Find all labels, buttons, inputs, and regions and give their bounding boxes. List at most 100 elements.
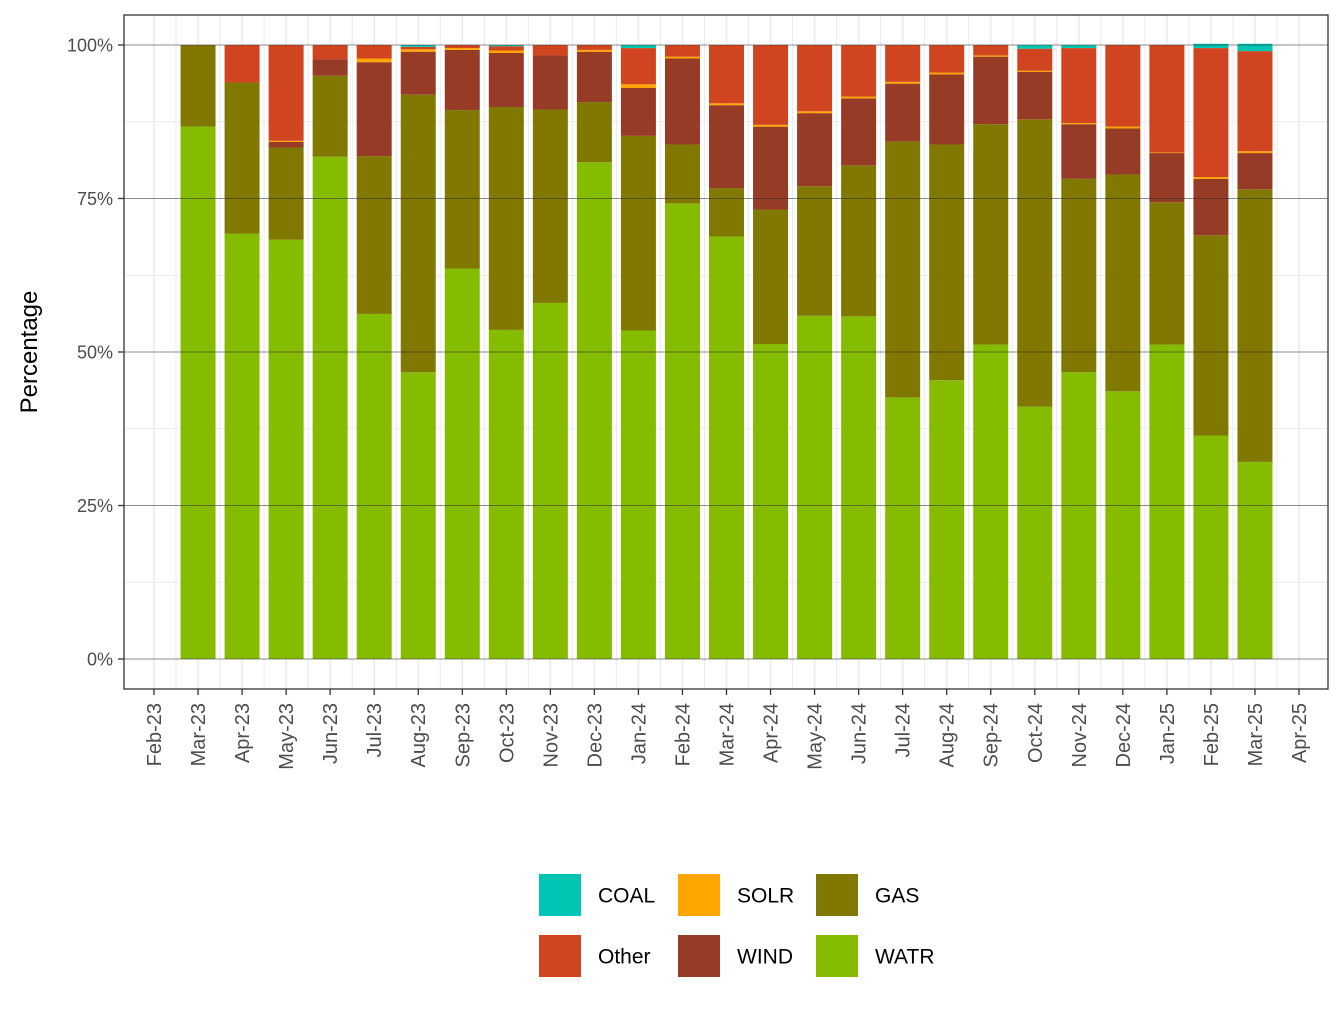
bar-segment-other-may-24 <box>797 45 833 112</box>
bar-segment-gas-jul-23 <box>356 156 392 314</box>
bar-segment-wind-mar-25 <box>1237 153 1273 190</box>
bar-segment-gas-mar-23 <box>180 45 216 127</box>
bar-segment-gas-apr-23 <box>224 82 260 234</box>
x-tick-label: Mar-24 <box>717 703 739 766</box>
bar-segment-other-mar-24 <box>709 45 744 104</box>
bar-segment-wind-nov-24 <box>1061 124 1097 179</box>
legend-label-solr: SOLR <box>737 885 794 908</box>
bar-segment-gas-aug-23 <box>400 94 436 373</box>
bar-segment-gas-may-23 <box>268 147 304 240</box>
bar-segment-watr-nov-23 <box>532 302 568 659</box>
x-tick-label: Nov-24 <box>1069 703 1091 767</box>
bar-segment-watr-may-24 <box>797 315 833 659</box>
bar-segment-gas-sep-23 <box>444 110 480 269</box>
bar-segment-watr-dec-24 <box>1105 391 1141 659</box>
bar-segment-other-sep-23 <box>444 45 480 49</box>
bar-segment-solr-aug-24 <box>929 72 965 75</box>
x-tick-label: Apr-23 <box>232 703 254 763</box>
bar-segment-watr-apr-24 <box>753 344 789 659</box>
bar-segment-solr-feb-25 <box>1193 177 1229 179</box>
bar-segment-solr-oct-23 <box>488 50 524 53</box>
bar-segment-gas-dec-24 <box>1105 174 1141 392</box>
x-tick-label: Jan-24 <box>628 703 650 764</box>
legend-key-wind <box>678 935 720 977</box>
x-tick-label: Nov-23 <box>540 703 562 767</box>
x-tick-label: Jun-23 <box>320 703 342 764</box>
bar-segment-watr-feb-25 <box>1193 435 1229 659</box>
bar-segment-solr-may-24 <box>797 111 833 114</box>
bar-segment-watr-nov-24 <box>1061 372 1097 659</box>
x-tick-label: Feb-25 <box>1201 703 1223 766</box>
bar-segment-watr-mar-25 <box>1237 461 1273 659</box>
legend-key-other <box>539 935 581 977</box>
bar-segment-wind-jun-24 <box>841 98 877 166</box>
y-tick-label: 25% <box>77 496 113 516</box>
bar-segment-watr-sep-23 <box>444 268 480 659</box>
bar-segment-watr-apr-23 <box>224 233 260 660</box>
bar-segment-wind-nov-23 <box>532 55 568 110</box>
bar-segment-gas-aug-24 <box>929 144 965 381</box>
x-tick-label: Dec-24 <box>1113 703 1135 767</box>
bar-segment-wind-may-24 <box>797 113 833 187</box>
bar-segment-solr-mar-25 <box>1237 151 1273 154</box>
x-tick-label: Apr-25 <box>1289 703 1311 763</box>
bar-segment-watr-jul-23 <box>356 313 392 659</box>
bar-segment-solr-oct-24 <box>1017 70 1053 73</box>
bar-segment-other-feb-25 <box>1193 48 1229 178</box>
bar-segment-other-mar-25 <box>1237 51 1273 152</box>
y-tick-label: 100% <box>67 36 113 56</box>
bar-segment-solr-aug-23 <box>400 49 436 52</box>
bar-segment-gas-mar-24 <box>709 188 744 237</box>
bar-segment-solr-jan-25 <box>1149 152 1185 154</box>
y-tick-label: 50% <box>77 343 113 363</box>
bar-segment-gas-feb-25 <box>1193 235 1229 436</box>
x-tick-label: Mar-23 <box>188 703 210 766</box>
bar-segment-wind-aug-23 <box>400 51 436 95</box>
bar-segment-wind-oct-24 <box>1017 72 1053 120</box>
bar-segment-wind-sep-23 <box>444 49 480 111</box>
x-tick-label: Sep-24 <box>981 703 1003 768</box>
bar-segment-coal-feb-25 <box>1193 43 1229 49</box>
bar-segment-watr-jun-24 <box>841 316 877 659</box>
bar-segment-solr-apr-24 <box>753 124 789 127</box>
x-tick-label: Dec-23 <box>584 703 606 767</box>
bar-segment-gas-jan-25 <box>1149 202 1185 345</box>
bar-segment-gas-apr-24 <box>753 209 789 345</box>
bar-segment-gas-jan-24 <box>620 135 656 331</box>
bars <box>180 43 1273 660</box>
bar-segment-wind-jan-25 <box>1149 153 1185 203</box>
bar-segment-other-jun-24 <box>841 45 877 97</box>
x-tick-label: Feb-23 <box>144 703 166 766</box>
bar-segment-coal-aug-23 <box>400 45 436 47</box>
bar-segment-gas-oct-23 <box>488 107 524 330</box>
legend-label-watr: WATR <box>875 946 934 969</box>
bar-segment-gas-oct-24 <box>1017 119 1053 407</box>
bar-segment-coal-nov-24 <box>1061 45 1097 49</box>
x-tick-label: May-23 <box>276 703 298 770</box>
x-axis: Feb-23 Mar-23 Apr-23 May-23 Jun-23 Jul-23 Aug-… <box>144 689 1311 770</box>
bar-segment-other-jun-23 <box>312 45 348 60</box>
x-tick-label: May-24 <box>805 703 827 770</box>
bar-segment-other-may-23 <box>268 45 304 141</box>
legend-label-wind: WIND <box>737 946 793 969</box>
bar-segment-gas-jul-24 <box>885 141 921 398</box>
bar-segment-other-nov-23 <box>532 45 568 56</box>
bar-segment-solr-nov-24 <box>1061 122 1097 125</box>
bar-segment-other-apr-24 <box>753 45 789 125</box>
bar-segment-solr-jul-23 <box>356 58 392 63</box>
bar-segment-wind-dec-24 <box>1105 128 1141 175</box>
bar-segment-watr-jan-24 <box>620 330 656 659</box>
x-tick-label: Apr-24 <box>761 703 783 763</box>
bar-segment-wind-dec-23 <box>576 51 612 103</box>
bar-segment-solr-dec-24 <box>1105 126 1141 129</box>
bar-segment-watr-mar-24 <box>709 236 744 659</box>
x-tick-label: Aug-24 <box>937 703 959 768</box>
bar-segment-wind-mar-24 <box>709 105 744 189</box>
bar-segment-solr-jun-24 <box>841 96 877 99</box>
bar-segment-gas-nov-23 <box>532 109 568 303</box>
bar-segment-watr-feb-24 <box>664 203 700 660</box>
bar-segment-other-oct-24 <box>1017 48 1053 71</box>
bar-segment-other-aug-23 <box>400 46 436 50</box>
bar-segment-watr-sep-24 <box>973 344 1009 659</box>
x-tick-label: Jul-23 <box>364 703 386 757</box>
